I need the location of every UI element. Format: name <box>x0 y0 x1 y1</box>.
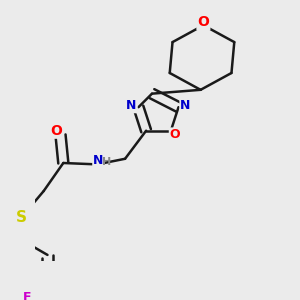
Text: O: O <box>170 128 180 141</box>
Text: F: F <box>22 291 31 300</box>
Text: N: N <box>180 99 191 112</box>
Text: N: N <box>126 99 136 112</box>
Text: S: S <box>16 210 27 225</box>
Text: H: H <box>102 158 112 167</box>
Text: O: O <box>50 124 62 138</box>
Text: O: O <box>197 16 209 29</box>
Text: N: N <box>93 154 103 167</box>
